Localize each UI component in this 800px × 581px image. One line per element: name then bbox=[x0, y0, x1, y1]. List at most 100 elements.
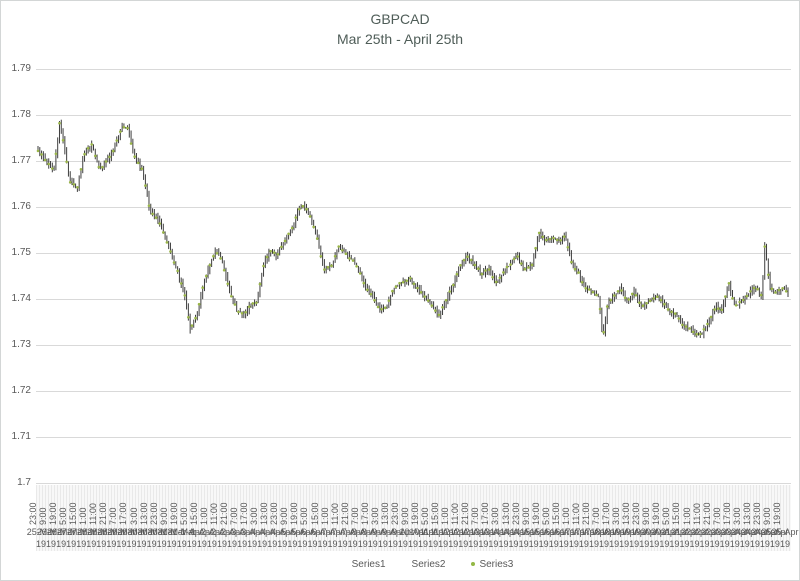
x-axis-year-label: 19 bbox=[438, 539, 449, 549]
legend-item-series1: Series1 bbox=[352, 559, 386, 570]
x-axis-time-label: 3:00 bbox=[731, 507, 742, 525]
x-axis-year-label: 19 bbox=[679, 539, 690, 549]
chart-title-block: GBPCAD Mar 25th - April 25th bbox=[1, 9, 799, 49]
x-axis-year-label: 19 bbox=[86, 539, 97, 549]
x-axis-date-label: 3-Apr bbox=[241, 527, 264, 537]
x-axis-time-label: 17:00 bbox=[721, 502, 732, 525]
x-axis-date-label: 12-Apr bbox=[449, 527, 477, 537]
x-axis-time-label: 5:00 bbox=[178, 507, 189, 525]
x-axis-year-label: 19 bbox=[729, 539, 740, 549]
x-axis-year-label: 19 bbox=[407, 539, 419, 549]
x-axis-year-label: 19 bbox=[669, 539, 680, 549]
x-axis-year-label: 19 bbox=[709, 539, 720, 549]
x-axis-time-label: 7:00 bbox=[591, 507, 602, 525]
x-axis-time-label: 13:00 bbox=[621, 502, 632, 525]
x-axis-year-label: 19 bbox=[206, 539, 217, 549]
x-axis-year-label: 19 bbox=[588, 539, 599, 549]
x-axis-year-label: 19 bbox=[35, 539, 47, 549]
x-axis-date-label: 30-Mar bbox=[127, 527, 156, 537]
x-axis-time-label: 15:00 bbox=[550, 502, 561, 525]
x-axis-time-label: 13:00 bbox=[138, 502, 149, 525]
x-axis-year-label: 19 bbox=[649, 539, 660, 549]
x-axis-year-label: 19 bbox=[367, 539, 378, 549]
x-axis-year-label: 19 bbox=[337, 539, 348, 549]
gridline bbox=[36, 483, 791, 484]
x-axis-time-label: 5:00 bbox=[661, 507, 672, 525]
gridline bbox=[36, 207, 791, 208]
x-axis-time-label: 21:00 bbox=[219, 502, 230, 525]
x-axis-year-label: 19 bbox=[156, 539, 167, 549]
x-axis-date-label: 15-Apr bbox=[520, 527, 548, 537]
x-axis-year-label: 19 bbox=[659, 539, 670, 549]
x-axis-date-label: 18-Apr bbox=[600, 527, 628, 537]
x-axis-year-label: 19 bbox=[779, 539, 791, 549]
x-axis-year-label: 19 bbox=[267, 539, 278, 549]
x-axis-time-label: 1:00 bbox=[681, 507, 692, 525]
x-axis-time-label: 7:00 bbox=[711, 507, 722, 525]
x-axis-time-label: 23:00 bbox=[389, 502, 400, 525]
x-axis-date-label: 14-Apr bbox=[489, 527, 517, 537]
x-axis-date-label: 1-Apr bbox=[180, 527, 203, 537]
x-axis-year-label: 19 bbox=[257, 539, 268, 549]
x-axis-date-label: 28-Mar bbox=[87, 527, 116, 537]
x-axis-time-label: 3:00 bbox=[611, 507, 622, 525]
x-axis-time-label: 11:00 bbox=[88, 503, 99, 525]
x-axis-date-label: 22-Apr bbox=[691, 527, 719, 537]
x-axis-time-label: 21:00 bbox=[580, 502, 591, 525]
x-axis-date-label: 12-Apr bbox=[439, 527, 467, 537]
x-axis-time-label: 21:00 bbox=[339, 502, 350, 525]
legend-item-series3: Series3 bbox=[471, 559, 513, 570]
x-axis-time-label: 9:00 bbox=[38, 507, 49, 525]
x-axis-time-label: 19:00 bbox=[289, 502, 300, 525]
x-axis-year-label: 19 bbox=[56, 539, 67, 549]
x-axis-year-label: 19 bbox=[629, 539, 640, 549]
x-axis-date-label: 2-Apr bbox=[210, 527, 233, 537]
x-axis-year-label: 19 bbox=[287, 539, 298, 549]
x-axis-date-label: 11-Apr bbox=[419, 527, 447, 537]
x-axis-time-label: 19:00 bbox=[772, 502, 782, 525]
x-axis-date-label: 10-Apr bbox=[399, 527, 427, 537]
chart-title: GBPCAD bbox=[370, 11, 430, 27]
x-axis-date-label: 3-Apr bbox=[231, 527, 254, 537]
x-axis-year-label: 19 bbox=[297, 539, 308, 549]
x-axis-year-label: 19 bbox=[216, 539, 227, 549]
x-axis-year-label: 19 bbox=[186, 539, 197, 549]
y-axis-tick-label: 1.72 bbox=[11, 385, 31, 396]
x-axis-time-label: 7:00 bbox=[470, 507, 481, 525]
x-axis-time-label: 23:00 bbox=[28, 502, 38, 525]
x-axis-date-label: 14-Apr bbox=[500, 527, 528, 537]
x-axis-time-label: 17:00 bbox=[601, 502, 612, 525]
y-axis-tick-label: 1.74 bbox=[11, 293, 31, 304]
x-axis-year-label: 19 bbox=[227, 539, 238, 549]
x-axis-year-label: 19 bbox=[498, 539, 509, 549]
x-axis-date-label: 26-Mar bbox=[46, 527, 76, 537]
x-axis-date-label: 27-Mar bbox=[56, 527, 86, 537]
x-axis-date-label: 9-Apr bbox=[391, 527, 414, 537]
x-axis-time-label: 11:00 bbox=[329, 503, 340, 525]
x-axis-time-label: 5:00 bbox=[540, 507, 551, 525]
y-axis-tick-label: 1.71 bbox=[11, 431, 31, 442]
x-axis-time-label: 19:00 bbox=[410, 502, 421, 525]
x-axis-date-label: 11-Apr bbox=[429, 527, 457, 537]
x-axis-date-label: 9-Apr bbox=[381, 527, 404, 537]
x-axis-date-label: 5-Apr bbox=[291, 527, 314, 537]
x-axis-year-label: 19 bbox=[478, 539, 489, 549]
x-axis-date-label: 28-Mar bbox=[97, 527, 126, 537]
x-axis-time-label: 23:00 bbox=[510, 502, 521, 525]
x-axis-time-label: 23:00 bbox=[751, 502, 762, 525]
gridline bbox=[36, 299, 791, 300]
x-axis-time-label: 9:00 bbox=[158, 507, 169, 525]
x-axis-time-label: 11:00 bbox=[450, 503, 461, 525]
x-axis-date-label: 8-Apr bbox=[351, 527, 374, 537]
x-axis-time-label: 19:00 bbox=[651, 502, 662, 525]
x-axis-time-label: 9:00 bbox=[520, 507, 531, 525]
x-axis-date-label: 30-Mar bbox=[137, 527, 166, 537]
x-axis-year-label: 19 bbox=[46, 539, 57, 549]
y-axis-tick-label: 1.76 bbox=[11, 201, 31, 212]
x-axis-date-label: 28-Mar bbox=[77, 527, 106, 537]
x-axis-date-label: 4-Apr bbox=[271, 527, 294, 537]
x-axis-time-label: 1:00 bbox=[319, 507, 330, 525]
x-axis-date-label: 31-Mar bbox=[157, 527, 186, 537]
x-axis-year-label: 19 bbox=[136, 539, 147, 549]
x-axis-date-label: 20-Apr bbox=[640, 527, 668, 537]
